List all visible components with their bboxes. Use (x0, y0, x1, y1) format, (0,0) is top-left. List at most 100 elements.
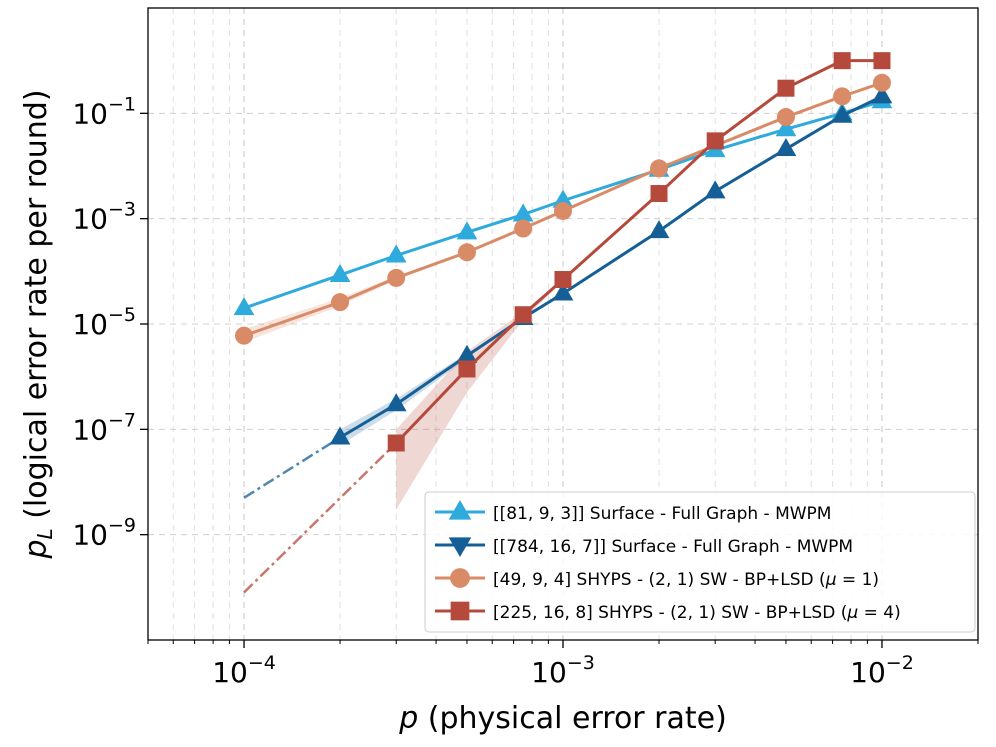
y-tick-label-base: 10 (72, 308, 108, 341)
y-tick-label-exponent: −7 (108, 409, 136, 431)
legend-entry: [[784, 16, 7]] Surface - Full Graph - MW… (435, 537, 853, 558)
y-tick-label: 10−9 (72, 515, 136, 552)
legend-label-text: [[81, 9, 3]] Surface - Full Graph - MWPM (493, 504, 831, 524)
legend-label-text: [225, 16, 8] SHYPS - (2, 1) SW - BP+LSD (493, 603, 835, 623)
x-tick-label-exponent: −4 (248, 652, 276, 674)
series-3 (243, 52, 891, 594)
data-point (872, 73, 891, 92)
y-tick-label-base: 10 (72, 97, 108, 130)
legend-entry: [49, 9, 4] SHYPS - (2, 1) SW - BP+LSD (μ… (435, 568, 879, 590)
series-line (339, 95, 883, 439)
legend-label: [225, 16, 8] SHYPS - (2, 1) SW - BP+LSD … (493, 603, 901, 623)
legend: [[81, 9, 3]] Surface - Full Graph - MWPM… (424, 491, 976, 633)
legend-label: [49, 9, 4] SHYPS - (2, 1) SW - BP+LSD (μ… (493, 570, 879, 590)
data-point (456, 221, 478, 240)
y-tick-label-exponent: −3 (108, 199, 136, 221)
legend-label: [[81, 9, 3]] Surface - Full Graph - MWPM (493, 504, 831, 524)
data-point (706, 132, 724, 150)
x-tick-label: 10−2 (850, 652, 914, 689)
data-point (871, 85, 893, 104)
series-layer (233, 52, 893, 594)
data-point (776, 108, 795, 127)
x-tick-label-base: 10 (850, 656, 886, 689)
legend-mu-open: ( (814, 570, 826, 590)
x-axis-variable: p (398, 701, 418, 736)
series-1 (243, 85, 893, 499)
legend-marker (450, 601, 470, 621)
y-tick-label-exponent: −9 (108, 515, 136, 537)
x-tick-label-exponent: −3 (567, 652, 595, 674)
legend-marker (448, 537, 472, 558)
legend-marker (448, 499, 472, 520)
data-point (329, 426, 351, 445)
y-axis-variable: p (19, 539, 54, 559)
legend-mu-open: ( (835, 603, 847, 623)
data-point (387, 434, 405, 452)
legend-mu-equals: = (858, 603, 883, 623)
y-tick-label: 10−7 (72, 409, 136, 446)
legend-mu-symbol: μ (846, 603, 858, 623)
data-point (385, 393, 407, 412)
x-tick-label-exponent: −2 (886, 652, 914, 674)
data-point (833, 52, 851, 70)
y-tick-label-exponent: −5 (108, 304, 136, 326)
legend-mu-equals: = (837, 570, 862, 590)
data-point (385, 244, 407, 263)
y-axis-title: pL (logical error rate per round) (19, 89, 57, 559)
data-point (554, 201, 572, 220)
legend-label-text: [49, 9, 4] SHYPS - (2, 1) SW - BP+LSD (493, 570, 814, 590)
y-tick-label-base: 10 (72, 519, 108, 552)
data-point (704, 180, 726, 199)
data-point (329, 264, 351, 283)
data-point (554, 270, 572, 288)
data-point (457, 243, 476, 262)
data-point (387, 268, 406, 287)
confidence-band-series-3 (396, 277, 563, 510)
legend-marker (450, 568, 470, 588)
legend-entry: [[81, 9, 3]] Surface - Full Graph - MWPM (435, 499, 831, 524)
data-point (235, 326, 254, 345)
data-point (650, 159, 669, 178)
data-point (831, 104, 853, 123)
data-point (873, 52, 891, 70)
data-point (833, 87, 852, 106)
y-tick-label: 10−5 (72, 304, 136, 341)
series-2 (235, 73, 891, 345)
legend-label: [[784, 16, 7]] Surface - Full Graph - MW… (493, 537, 853, 557)
data-point (650, 185, 668, 203)
legend-mu-symbol: μ (825, 570, 837, 590)
data-point (514, 306, 532, 324)
data-point (777, 79, 795, 97)
legend-label-text: [[784, 16, 7]] Surface - Full Graph - MW… (493, 537, 853, 557)
extrapolation-line (243, 442, 398, 594)
y-tick-label-base: 10 (72, 413, 108, 446)
series-line (243, 81, 883, 338)
legend-mu-close: ) (872, 570, 879, 590)
data-point (775, 138, 797, 157)
x-axis-text: (physical error rate) (418, 701, 727, 736)
data-point (514, 219, 533, 238)
x-tick-label-base: 10 (212, 656, 248, 689)
data-point (331, 293, 350, 312)
x-tick-label-base: 10 (531, 656, 567, 689)
y-tick-label-base: 10 (72, 203, 108, 236)
data-point (552, 282, 574, 301)
data-point (648, 220, 670, 239)
data-point (775, 118, 797, 137)
legend-entry: [225, 16, 8] SHYPS - (2, 1) SW - BP+LSD … (435, 601, 901, 623)
x-axis-title: p (physical error rate) (398, 701, 727, 736)
x-tick-label: 10−3 (531, 652, 595, 689)
legend-box (424, 491, 976, 633)
legend-mu-value: 1 (862, 570, 873, 590)
data-point (233, 297, 255, 316)
y-axis-text: (logical error rate per round) (19, 89, 54, 528)
legend-mu-value: 4 (883, 603, 894, 623)
y-tick-label-exponent: −1 (108, 93, 136, 115)
extrapolation-line (243, 436, 341, 499)
y-axis-subscript: L (33, 528, 57, 539)
data-point (458, 360, 476, 378)
x-tick-label: 10−4 (212, 652, 276, 689)
y-tick-label: 10−3 (72, 199, 136, 236)
axes: 10−4 10−3 10−210−910−710−510−310−1 (72, 93, 979, 689)
